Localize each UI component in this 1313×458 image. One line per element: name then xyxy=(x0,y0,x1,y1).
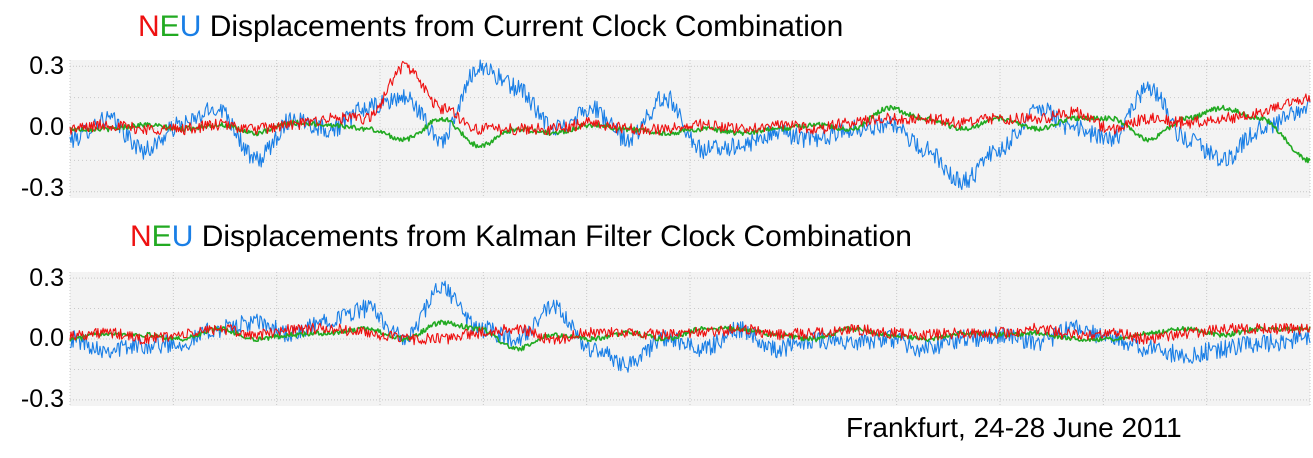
series-line-north xyxy=(69,60,1311,136)
title-letter-n: N xyxy=(138,10,160,43)
series-line-up xyxy=(69,280,1311,373)
title-letter-e: E xyxy=(151,220,172,253)
ytick-mid-1: 0.0 xyxy=(29,113,64,141)
ytick-bottom-2: -0.3 xyxy=(20,385,64,413)
title-letter-n: N xyxy=(130,220,152,253)
chart-title-current-clock: NEU Displacements from Current Clock Com… xyxy=(138,10,843,44)
series-line-north xyxy=(69,322,1311,346)
chart-panel-1 xyxy=(69,59,1311,198)
series-line-up xyxy=(69,59,1311,191)
ytick-top-2: 0.3 xyxy=(29,264,64,292)
ytick-top-1: 0.3 xyxy=(29,52,64,80)
title-rest: Displacements from Current Clock Combina… xyxy=(201,10,844,43)
ytick-bottom-1: -0.3 xyxy=(20,174,64,202)
title-letter-e: E xyxy=(159,10,180,43)
location-date-caption: Frankfurt, 24-28 June 2011 xyxy=(846,412,1182,443)
title-rest: Displacements from Kalman Filter Clock C… xyxy=(193,220,912,253)
chart-title-kalman-filter: NEU Displacements from Kalman Filter Clo… xyxy=(130,220,912,254)
title-letter-u: U xyxy=(171,220,194,253)
title-letter-u: U xyxy=(179,10,202,43)
chart-panel-2 xyxy=(69,272,1311,406)
ytick-mid-2: 0.0 xyxy=(29,324,64,352)
